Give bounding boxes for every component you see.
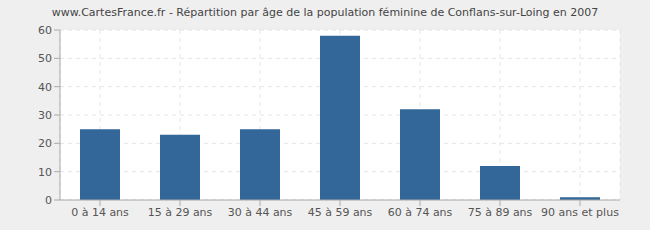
- svg-text:0 à 14 ans: 0 à 14 ans: [71, 206, 129, 219]
- svg-text:50: 50: [38, 52, 52, 65]
- svg-text:20: 20: [38, 137, 52, 150]
- svg-text:30: 30: [38, 109, 52, 122]
- svg-text:60 à 74 ans: 60 à 74 ans: [388, 206, 453, 219]
- html-text:www.CartesFrance.fr - Répartit: www.CartesFrance.fr - Répartition par âg…: [51, 6, 599, 19]
- svg-text:15 à 29 ans: 15 à 29 ans: [148, 206, 213, 219]
- svg-text:30 à 44 ans: 30 à 44 ans: [228, 206, 293, 219]
- svg-text:60: 60: [38, 24, 52, 37]
- svg-text:10: 10: [38, 166, 52, 179]
- svg-text:45 à 59 ans: 45 à 59 ans: [308, 206, 373, 219]
- svg-text:75 à 89 ans: 75 à 89 ans: [468, 206, 533, 219]
- svg-text:0: 0: [45, 194, 52, 207]
- svg-text:90 ans et plus: 90 ans et plus: [541, 206, 619, 219]
- svg-text:40: 40: [38, 81, 52, 94]
